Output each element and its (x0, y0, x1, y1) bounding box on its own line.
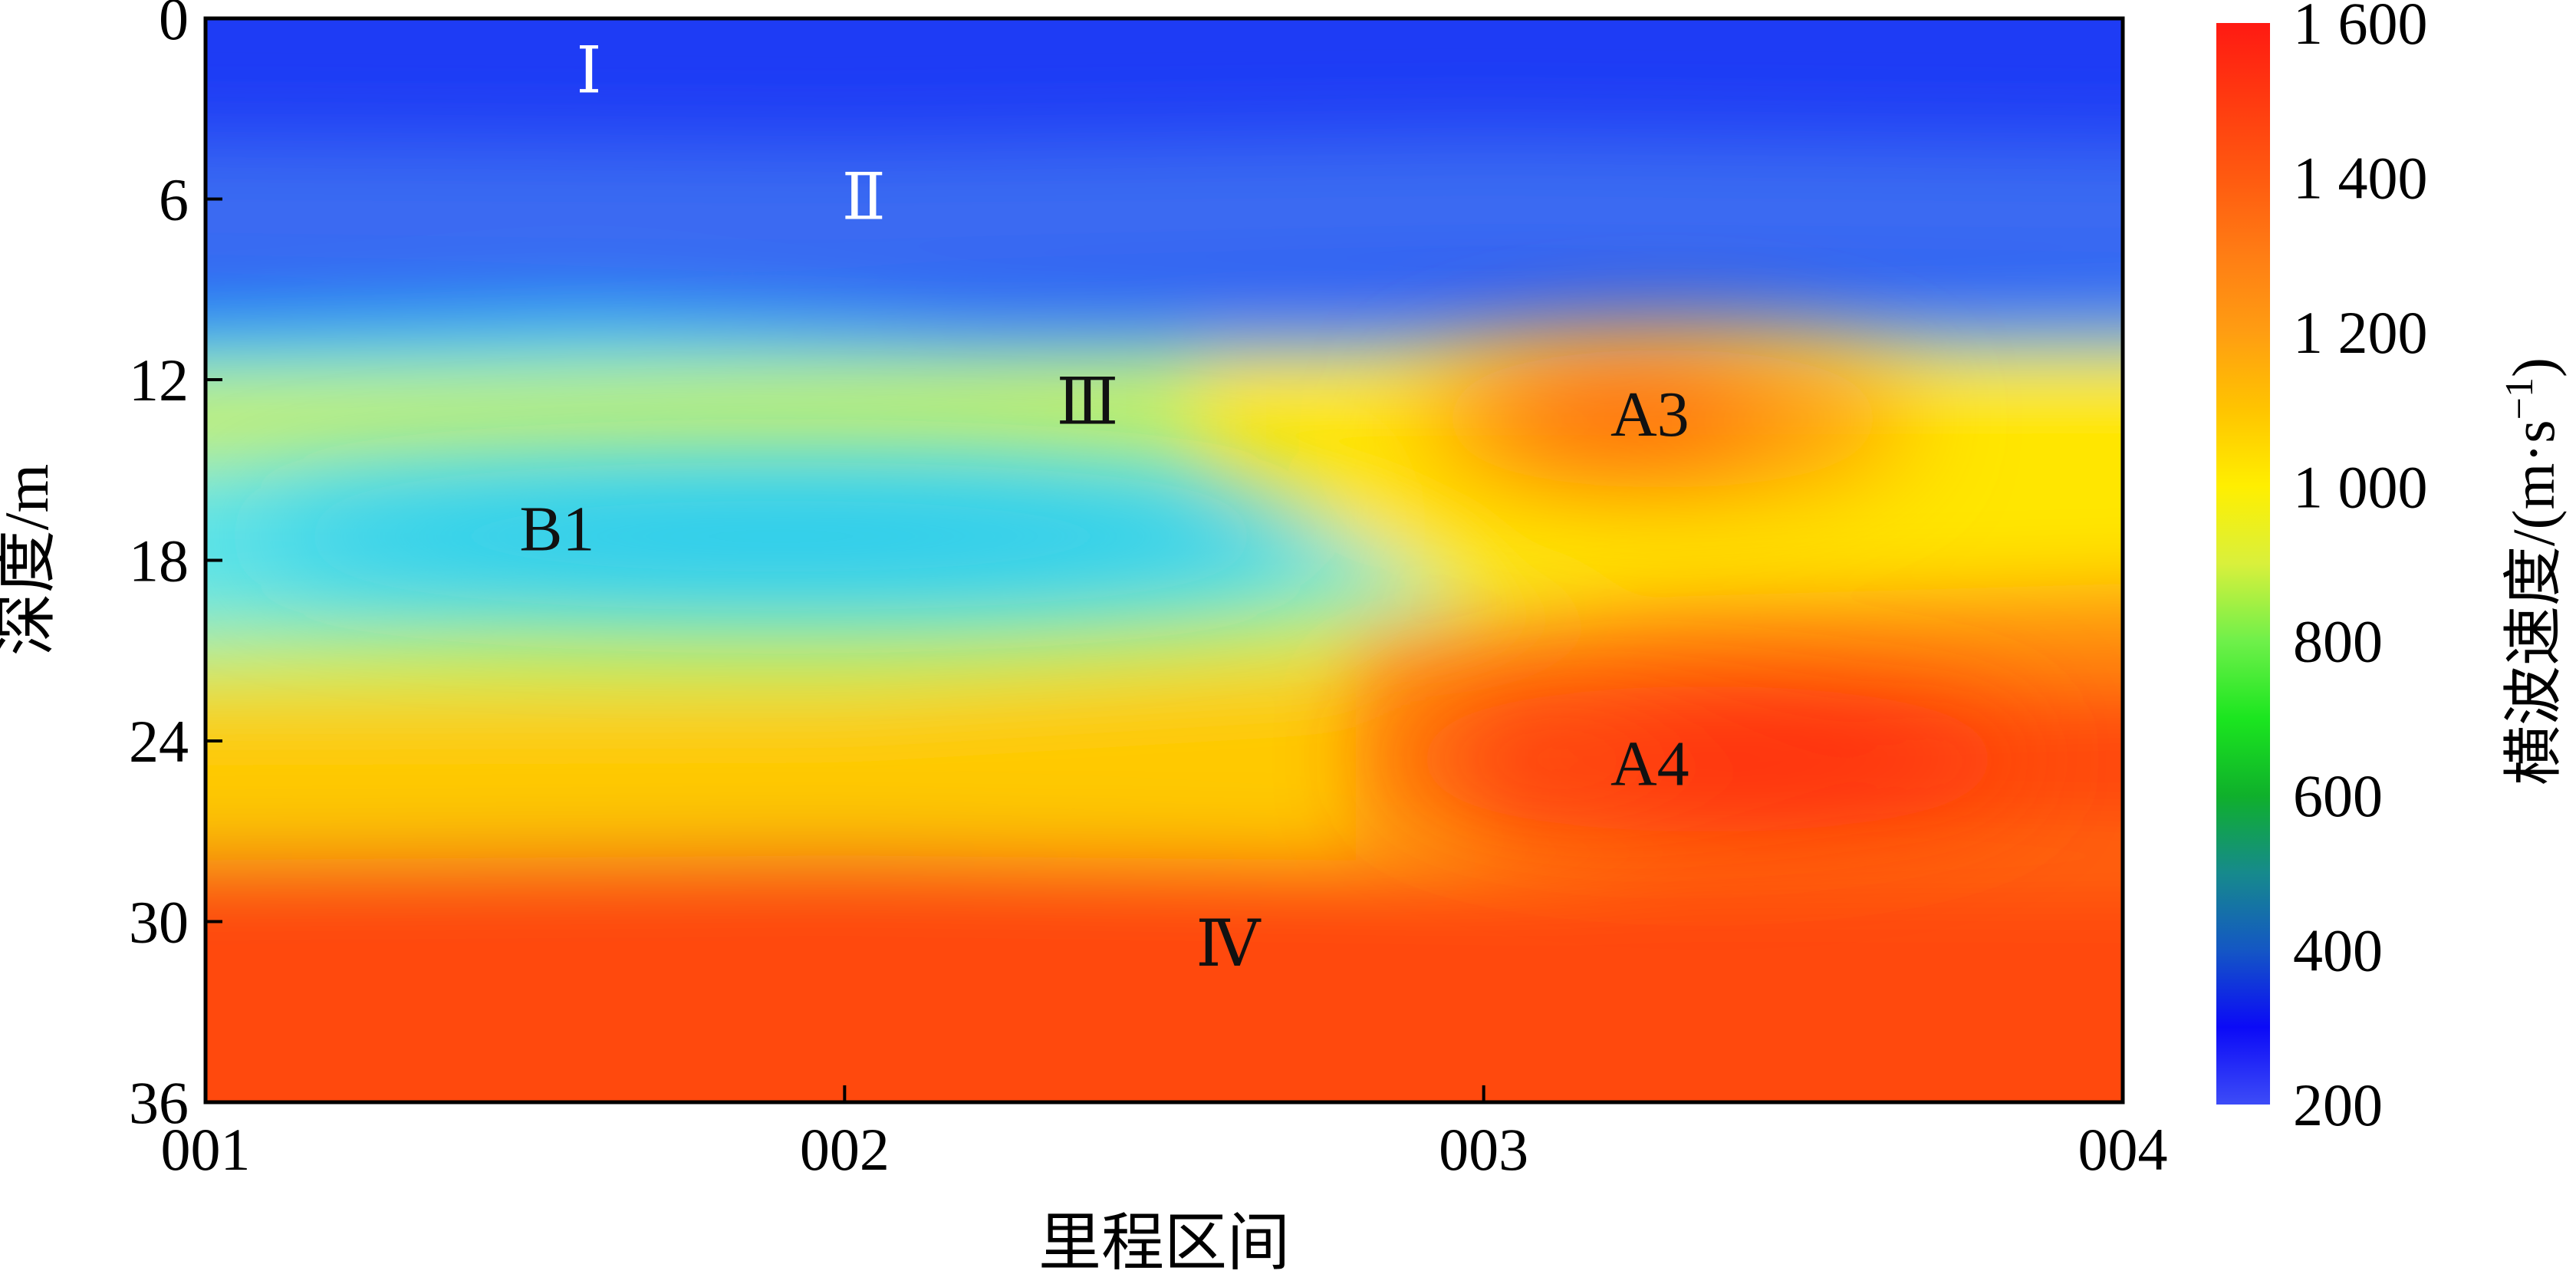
y-tick-label: 0 (159, 0, 189, 52)
colorbar-tick-label: 800 (2293, 608, 2383, 675)
pocket-b1 (244, 479, 1318, 594)
x-axis: 001 002 003 004 (161, 1085, 2168, 1183)
colorbar-title-superscript: −1 (2498, 377, 2541, 420)
y-tick-label: 18 (129, 528, 189, 594)
colorbar-strip (2216, 23, 2270, 1105)
colorbar-title-main: 横波速度/(m·s (2500, 420, 2567, 785)
x-tick-label: 002 (800, 1116, 890, 1183)
y-tick-label: 24 (129, 708, 189, 775)
zone-label: Ⅱ (842, 163, 886, 234)
heatmap-field (206, 18, 2123, 1102)
y-tick-label: 6 (159, 166, 189, 233)
zone-label: Ⅲ (1056, 367, 1118, 438)
colorbar-ticks: 200 400 600 800 1 000 1 200 1 400 1 600 (2293, 0, 2428, 1138)
x-tick-label: 004 (2078, 1116, 2168, 1183)
zone-label: Ⅰ (576, 36, 601, 107)
colorbar-tick-label: 1 400 (2293, 144, 2428, 211)
field-hotspots (244, 350, 2030, 832)
y-tick-label: 30 (129, 889, 189, 956)
colorbar-tick-label: 1 200 (2293, 299, 2428, 366)
zone-label: A3 (1610, 379, 1689, 450)
zone-label: A4 (1610, 728, 1689, 799)
y-tick-label: 12 (129, 347, 189, 413)
hotspot-a4-core (1614, 710, 1967, 795)
colorbar-title: 横波速度/(m·s−1) (2498, 357, 2568, 785)
zone-labels: Ⅰ Ⅱ Ⅲ B1 A3 A4 Ⅳ (519, 36, 1689, 980)
x-tick-label: 001 (161, 1116, 251, 1183)
colorbar-tick-label: 400 (2293, 917, 2383, 984)
colorbar-tick-label: 600 (2293, 762, 2383, 829)
colorbar-title-close: ) (2500, 357, 2567, 377)
x-axis-title: 里程区间 (1038, 1208, 1290, 1278)
y-tick-label: 36 (129, 1069, 189, 1136)
zone-label: Ⅳ (1196, 909, 1262, 980)
y-axis-title: 深度/m (0, 464, 61, 657)
colorbar: 200 400 600 800 1 000 1 200 1 400 1 600 横波速度/(m… (2216, 0, 2567, 1138)
band-red-orange (206, 855, 2123, 1102)
x-tick-label: 003 (1439, 1116, 1528, 1183)
zone-label: B1 (519, 493, 594, 565)
colorbar-tick-label: 1 600 (2293, 0, 2428, 57)
hotspot-a3-core (1486, 374, 1762, 459)
colorbar-tick-label: 1 000 (2293, 453, 2428, 520)
y-axis: 0 6 12 18 24 30 36 (129, 0, 222, 1136)
colorbar-tick-label: 200 (2293, 1072, 2383, 1138)
band-light-blue (206, 136, 2123, 299)
